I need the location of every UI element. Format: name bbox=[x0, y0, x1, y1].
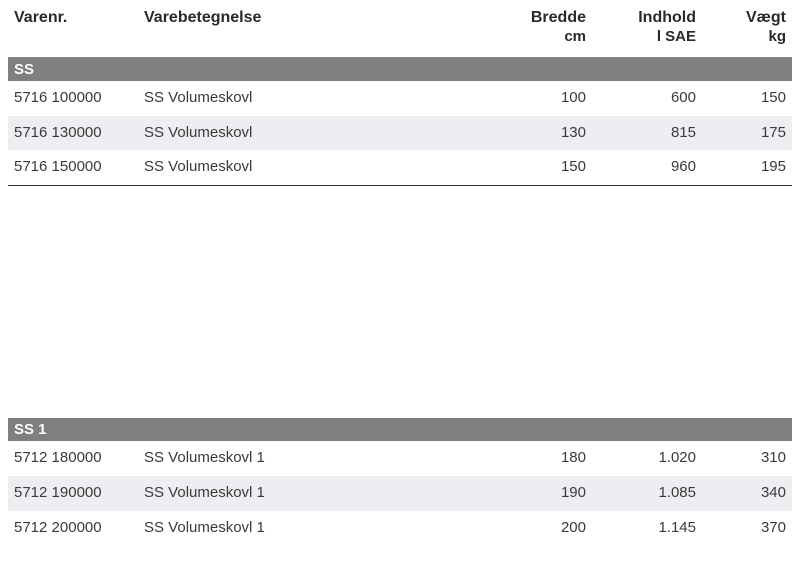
section-bar-ss: SS bbox=[8, 58, 792, 81]
product-table-2: SS 1 5712 180000SS Volumeskovl 11801.020… bbox=[0, 418, 800, 545]
cell-name: SS Volumeskovl 1 bbox=[138, 449, 492, 468]
cell-name: SS Volumeskovl 1 bbox=[138, 484, 492, 503]
cell-vaegt: 150 bbox=[702, 89, 792, 108]
header-vaegt: Vægt kg bbox=[702, 8, 792, 47]
table2-rows: 5712 180000SS Volumeskovl 11801.02031057… bbox=[8, 441, 792, 545]
cell-bredde: 180 bbox=[492, 449, 592, 468]
header-bredde-line2: cm bbox=[492, 28, 586, 47]
cell-indhold: 1.145 bbox=[592, 519, 702, 538]
cell-bredde: 200 bbox=[492, 519, 592, 538]
cell-name: SS Volumeskovl bbox=[138, 124, 492, 143]
header-indhold-line2: l SAE bbox=[592, 28, 696, 47]
table-row: 5716 100000SS Volumeskovl100600150 bbox=[8, 81, 792, 116]
cell-name: SS Volumeskovl bbox=[138, 89, 492, 108]
header-vaegt-line2: kg bbox=[702, 28, 786, 47]
cell-varenr: 5712 180000 bbox=[8, 449, 138, 468]
cell-indhold: 815 bbox=[592, 124, 702, 143]
product-table-1: Varenr. Varebetegnelse Bredde cm Indhold… bbox=[0, 0, 800, 185]
header-varenr: Varenr. bbox=[8, 8, 138, 47]
table1-rows: 5716 100000SS Volumeskovl1006001505716 1… bbox=[8, 81, 792, 185]
table-row: 5716 130000SS Volumeskovl130815175 bbox=[8, 116, 792, 151]
cell-bredde: 190 bbox=[492, 484, 592, 503]
cell-vaegt: 370 bbox=[702, 519, 792, 538]
header-indhold: Indhold l SAE bbox=[592, 8, 702, 47]
cell-indhold: 1.020 bbox=[592, 449, 702, 468]
header-vaegt-line1: Vægt bbox=[702, 8, 786, 28]
cell-bredde: 150 bbox=[492, 158, 592, 177]
cell-indhold: 1.085 bbox=[592, 484, 702, 503]
cell-vaegt: 175 bbox=[702, 124, 792, 143]
cell-bredde: 100 bbox=[492, 89, 592, 108]
cell-varenr: 5712 200000 bbox=[8, 519, 138, 538]
table-row: 5712 180000SS Volumeskovl 11801.020310 bbox=[8, 441, 792, 476]
cell-vaegt: 195 bbox=[702, 158, 792, 177]
cell-indhold: 600 bbox=[592, 89, 702, 108]
header-bredde: Bredde cm bbox=[492, 8, 592, 47]
header-indhold-line1: Indhold bbox=[592, 8, 696, 28]
table-row: 5716 150000SS Volumeskovl150960195 bbox=[8, 150, 792, 185]
cell-name: SS Volumeskovl bbox=[138, 158, 492, 177]
cell-varenr: 5712 190000 bbox=[8, 484, 138, 503]
cell-vaegt: 310 bbox=[702, 449, 792, 468]
table-row: 5712 190000SS Volumeskovl 11901.085340 bbox=[8, 476, 792, 511]
cell-name: SS Volumeskovl 1 bbox=[138, 519, 492, 538]
cell-bredde: 130 bbox=[492, 124, 592, 143]
cell-indhold: 960 bbox=[592, 158, 702, 177]
cell-varenr: 5716 100000 bbox=[8, 89, 138, 108]
spacer-between-tables bbox=[0, 186, 800, 418]
header-bredde-line1: Bredde bbox=[492, 8, 586, 28]
table-header: Varenr. Varebetegnelse Bredde cm Indhold… bbox=[8, 0, 792, 58]
cell-vaegt: 340 bbox=[702, 484, 792, 503]
section-bar-ss1: SS 1 bbox=[8, 418, 792, 441]
cell-varenr: 5716 130000 bbox=[8, 124, 138, 143]
header-name: Varebetegnelse bbox=[138, 8, 492, 47]
table-row: 5712 200000SS Volumeskovl 12001.145370 bbox=[8, 511, 792, 546]
cell-varenr: 5716 150000 bbox=[8, 158, 138, 177]
